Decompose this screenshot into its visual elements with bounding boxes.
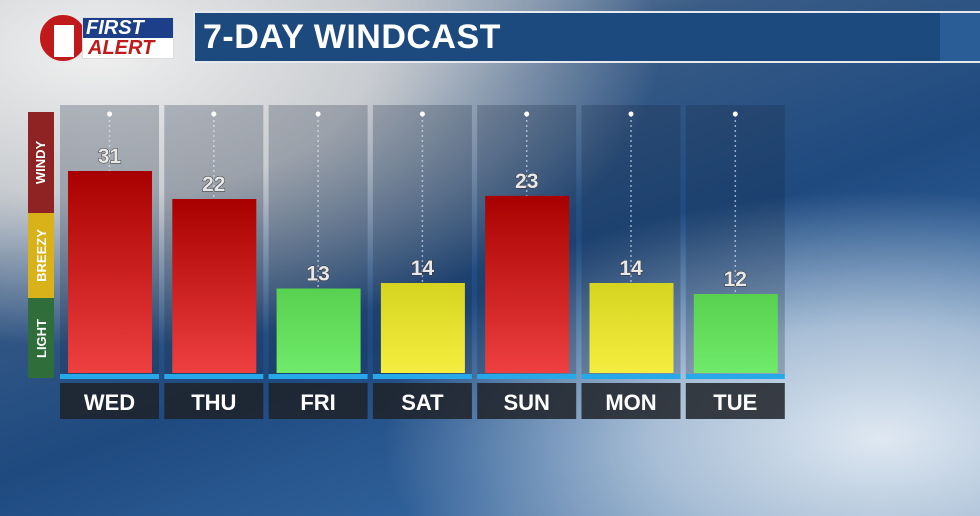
day-label-box	[685, 383, 785, 419]
logo-badge	[82, 17, 174, 59]
baseline-strip	[268, 374, 368, 379]
legend-windy: WINDY	[28, 112, 54, 213]
guide-dot	[315, 111, 321, 117]
day-label-box	[581, 383, 681, 419]
baseline-strip	[477, 374, 577, 379]
day-label-tue: TUE	[713, 390, 757, 415]
bar-fri	[276, 288, 361, 373]
day-label-sat: SAT	[401, 390, 444, 415]
bar-tue	[693, 294, 778, 373]
day-label-sun: SUN	[503, 390, 549, 415]
baseline-strip	[685, 374, 785, 379]
first-alert-logo: FIRST ALERT	[38, 12, 178, 64]
logo-circle	[38, 13, 88, 63]
value-label-sat: 14	[411, 257, 435, 280]
guide-dot	[732, 111, 738, 117]
bar-mon	[589, 283, 674, 373]
guide-dot	[107, 111, 112, 117]
guide-dot	[524, 111, 530, 117]
value-label-thu: 22	[202, 173, 225, 196]
day-label-box	[477, 383, 577, 419]
value-label-tue: 12	[724, 268, 747, 291]
value-label-mon: 14	[619, 257, 643, 280]
bar-sun	[485, 195, 570, 373]
title-bar: 7-DAY WINDCAST	[193, 11, 980, 63]
baseline-strip	[164, 374, 264, 379]
baseline-strip	[60, 374, 159, 379]
logo-number-one	[54, 25, 74, 57]
value-label-fri: 13	[306, 263, 329, 286]
guide-dot	[211, 111, 217, 117]
value-label-wed: 31	[98, 145, 122, 168]
day-label-box	[164, 383, 264, 419]
bar-thu	[172, 199, 257, 373]
wind-legend: WINDY BREEZY LIGHT	[28, 112, 54, 378]
day-label-mon: MON	[605, 390, 656, 415]
legend-breezy: BREEZY	[28, 213, 54, 298]
guide-dot	[628, 111, 634, 117]
day-label-box	[268, 383, 368, 419]
baseline-strip	[581, 374, 681, 379]
day-label-box	[60, 383, 159, 419]
day-label-fri: FRI	[300, 390, 335, 415]
guide-dot	[419, 111, 425, 117]
legend-light: LIGHT	[28, 298, 54, 378]
baseline-strip	[372, 374, 472, 379]
title-bar-accent	[940, 13, 980, 61]
day-label-thu: THU	[191, 390, 236, 415]
logo-alert: ALERT	[88, 37, 155, 59]
logo-first: FIRST	[86, 17, 144, 39]
bar-wed	[68, 171, 152, 373]
bar-sat	[380, 283, 465, 373]
value-label-sun: 23	[515, 170, 538, 193]
page-title: 7-DAY WINDCAST	[203, 18, 501, 56]
day-label-wed: WED	[84, 390, 135, 415]
day-label-box	[372, 383, 472, 419]
